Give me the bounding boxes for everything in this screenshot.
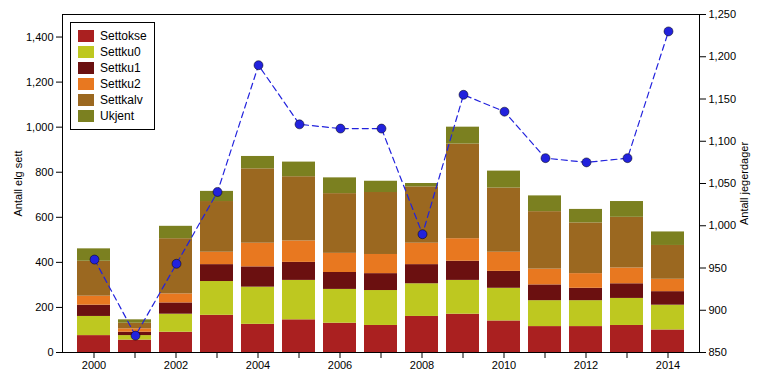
svg-text:Antall elg sett: Antall elg sett: [12, 150, 24, 216]
svg-text:2002: 2002: [164, 359, 188, 371]
svg-text:1,050: 1,050: [709, 177, 737, 189]
svg-text:900: 900: [709, 304, 727, 316]
svg-text:1,200: 1,200: [26, 76, 54, 88]
svg-text:1,100: 1,100: [709, 135, 737, 147]
svg-text:800: 800: [35, 166, 53, 178]
svg-text:1,400: 1,400: [26, 31, 54, 43]
svg-text:1,150: 1,150: [709, 93, 737, 105]
svg-text:Antall jegerdager: Antall jegerdager: [738, 142, 750, 226]
svg-text:1,000: 1,000: [26, 121, 54, 133]
svg-text:200: 200: [35, 301, 53, 313]
svg-text:2000: 2000: [82, 359, 106, 371]
html-text:Settokse: Settokse: [100, 29, 147, 43]
svg-text:2006: 2006: [328, 359, 352, 371]
svg-text:2014: 2014: [656, 359, 680, 371]
svg-text:400: 400: [35, 256, 53, 268]
svg-text:0: 0: [47, 346, 53, 358]
svg-text:850: 850: [709, 346, 727, 358]
svg-text:2010: 2010: [492, 359, 516, 371]
svg-text:1,200: 1,200: [709, 50, 737, 62]
svg-text:600: 600: [35, 211, 53, 223]
svg-text:2012: 2012: [574, 359, 598, 371]
html-text:Settku2: Settku2: [100, 77, 141, 91]
html-text:Settku1: Settku1: [100, 61, 141, 75]
svg-text:1,250: 1,250: [709, 8, 737, 20]
svg-text:1,000: 1,000: [709, 219, 737, 231]
html-text:Settku0: Settku0: [100, 45, 141, 59]
svg-text:2008: 2008: [410, 359, 434, 371]
svg-text:950: 950: [709, 262, 727, 274]
svg-text:2004: 2004: [246, 359, 270, 371]
html-text:Settkalv: Settkalv: [100, 93, 143, 107]
html-text:Ukjent: Ukjent: [100, 109, 134, 123]
